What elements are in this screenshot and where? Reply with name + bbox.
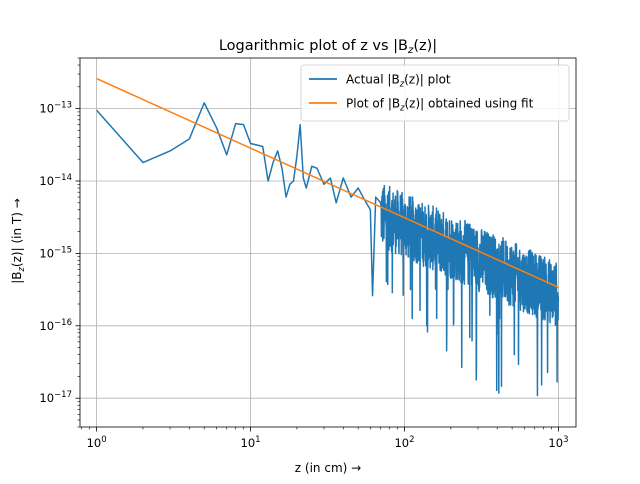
axes-frame [79, 57, 577, 428]
y-axis-label: |Bz(z)| (in T) → [10, 198, 26, 284]
x-tick-label: 102 [394, 435, 414, 450]
y-tick-label: 10−15 [39, 245, 72, 260]
series-actual-line [96, 102, 560, 397]
legend-entry-label: Actual |Bz(z)| plot [346, 73, 451, 89]
y-tick-label: 10−14 [39, 173, 72, 188]
legend-box [300, 64, 570, 122]
y-tick-label: 10−16 [39, 318, 72, 333]
legend: Actual |Bz(z)| plot Plot of |Bz(z)| obtai… [300, 64, 570, 122]
series-fit-line [96, 77, 559, 289]
x-tick-label: 101 [241, 435, 261, 450]
legend-entry-label: Plot of |Bz(z)| obtained using fit [346, 97, 534, 113]
y-tick-label: 10−17 [39, 390, 72, 405]
chart-title: Logarithmic plot of z vs |Bz(z)| [219, 38, 437, 56]
axis-ticks: 100 101 102 103 10−17 10−16 10−15 10−14 10−13 [39, 57, 568, 450]
x-tick-label: 100 [87, 435, 107, 450]
y-tick-label: 10−13 [39, 101, 72, 116]
plot-series-group [96, 77, 560, 397]
x-axis-label: z (in cm) → [295, 461, 361, 475]
x-tick-label: 103 [548, 435, 568, 450]
